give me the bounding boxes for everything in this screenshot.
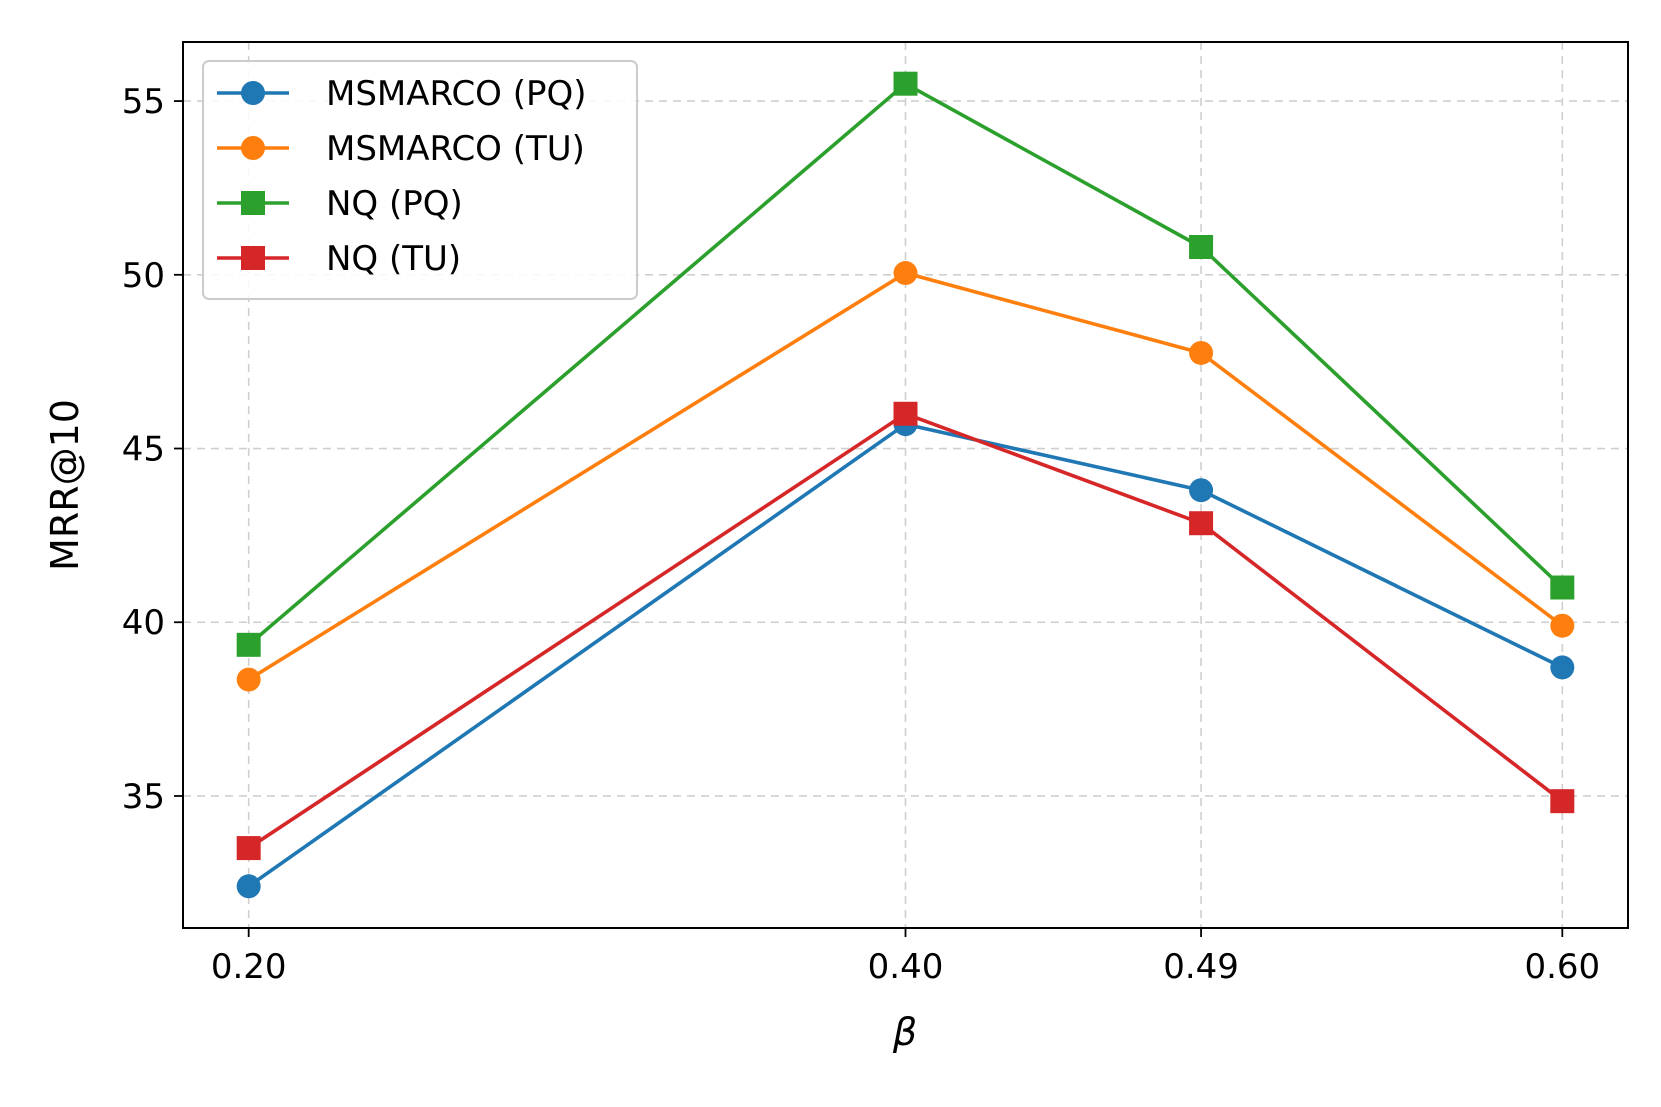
x-tick-label: 0.20 — [211, 947, 287, 987]
legend-item: NQ (PQ) — [217, 184, 463, 224]
data-point — [1550, 575, 1575, 600]
data-point — [1189, 234, 1214, 259]
legend-item: MSMARCO (PQ) — [217, 74, 587, 114]
series-line — [247, 81, 1564, 647]
data-point — [236, 667, 261, 692]
data-point — [1189, 478, 1214, 503]
y-tick-label: 45 — [122, 430, 165, 470]
y-tick-label: 50 — [122, 256, 165, 296]
series-line — [247, 411, 1564, 850]
legend-label: MSMARCO (PQ) — [326, 74, 587, 114]
legend: MSMARCO (PQ) MSMARCO (TU) NQ (PQ) NQ (TU) — [202, 60, 638, 300]
legend-box — [202, 60, 638, 300]
data-point — [236, 836, 261, 861]
data-point — [893, 71, 918, 96]
y-tick-label: 55 — [122, 82, 165, 122]
legend-item: MSMARCO (TU) — [217, 129, 585, 169]
series-line — [247, 271, 1564, 682]
legend-label: NQ (TU) — [326, 239, 461, 279]
data-point — [893, 261, 918, 286]
x-tick-label: 0.40 — [868, 947, 944, 987]
data-point — [236, 874, 261, 899]
legend-item: NQ (TU) — [217, 239, 461, 279]
y-axis-label: MRR@10 — [43, 399, 87, 571]
legend-marker — [241, 81, 265, 105]
legend-marker — [241, 191, 265, 215]
data-point — [1189, 511, 1214, 536]
data-point — [1550, 789, 1575, 814]
x-tick-label: 0.49 — [1163, 947, 1239, 987]
data-point — [236, 632, 261, 657]
x-axis-label: β — [892, 1010, 917, 1054]
legend-label: NQ (PQ) — [326, 184, 463, 224]
series-layer — [236, 71, 1575, 899]
data-point — [1189, 340, 1214, 365]
series-line — [247, 422, 1564, 888]
x-tick-label: 0.60 — [1524, 947, 1600, 987]
y-tick-label: 35 — [122, 777, 165, 817]
series-1 — [236, 261, 1575, 692]
y-tick-label: 40 — [122, 603, 165, 643]
data-point — [1550, 655, 1575, 680]
series-2 — [236, 71, 1575, 657]
data-point — [893, 401, 918, 426]
legend-marker — [241, 246, 265, 270]
series-3 — [236, 401, 1575, 861]
legend-label: MSMARCO (TU) — [326, 129, 585, 169]
axis-ticks: 0.20 0.40 0.49 0.60 35 40 45 50 55 — [122, 82, 1600, 987]
data-point — [1550, 613, 1575, 638]
legend-marker — [241, 136, 265, 160]
